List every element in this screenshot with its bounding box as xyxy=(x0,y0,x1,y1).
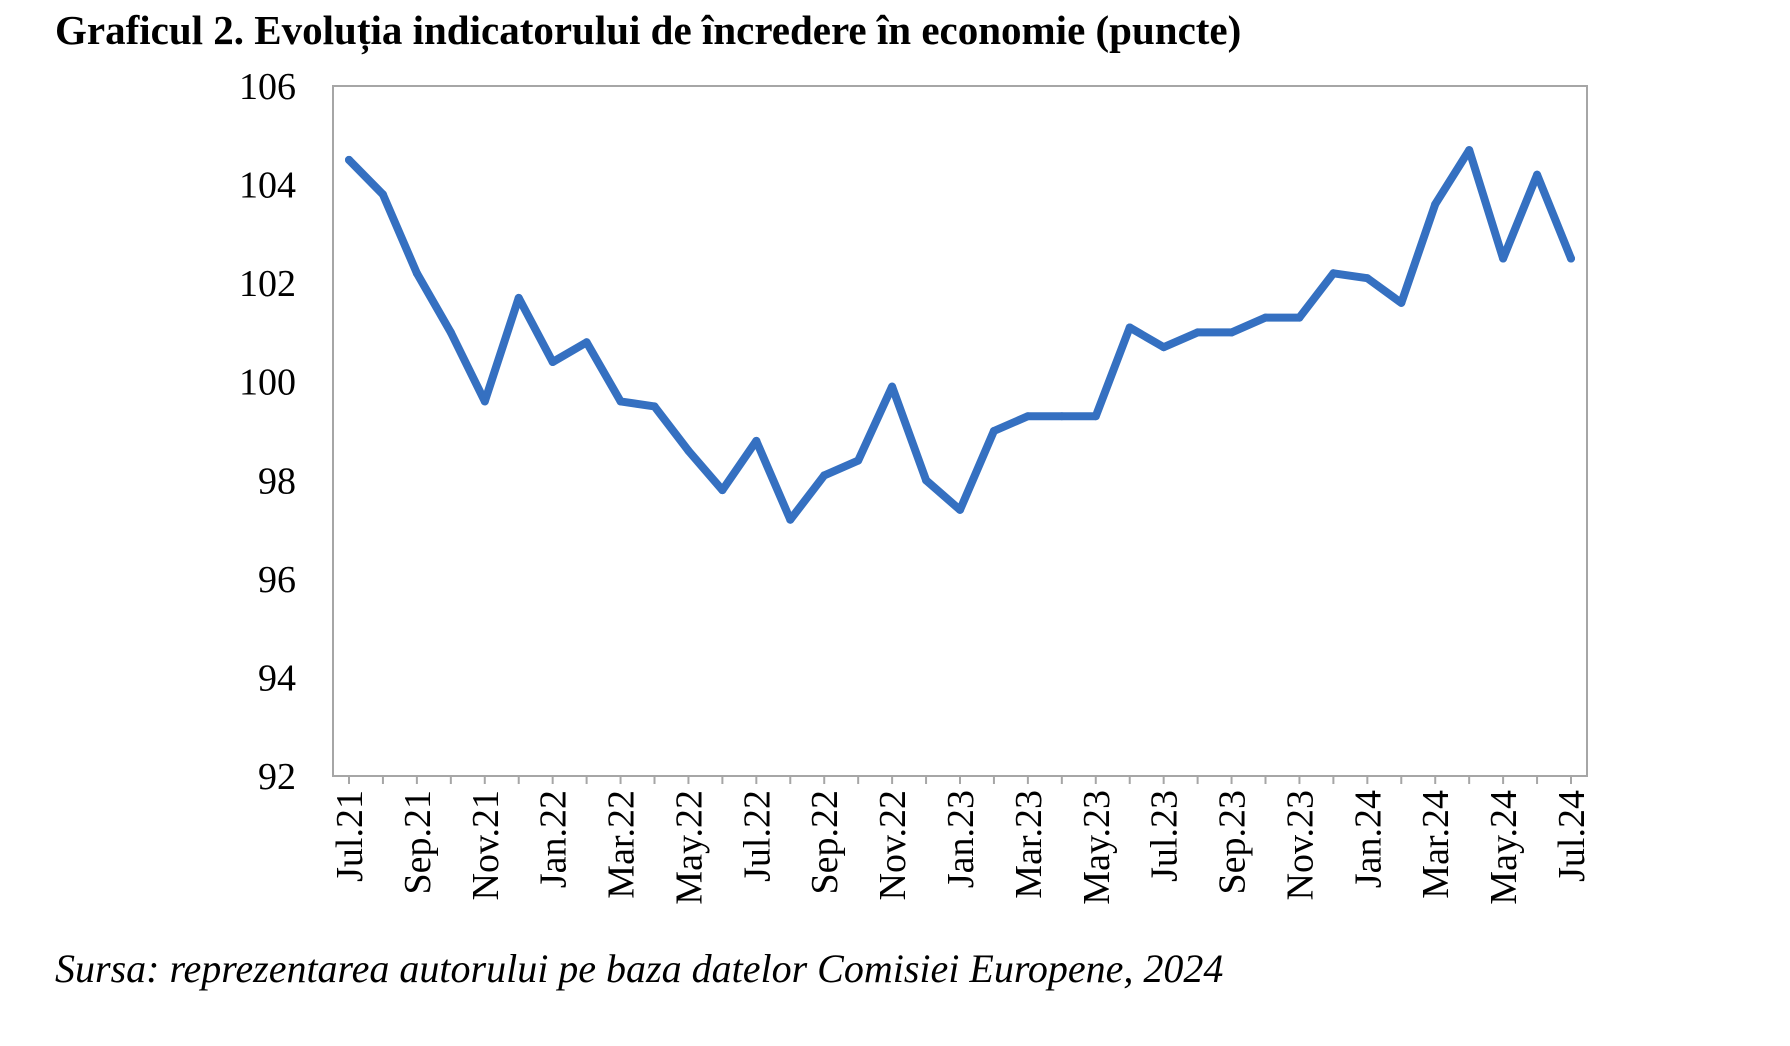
x-axis-ticks xyxy=(348,776,1572,784)
data-point xyxy=(1057,412,1066,421)
x-axis-tick-labels: Jul.21 Sep.21 Nov.21 Jan.22 Mar.22 May.22 Jul.… xyxy=(329,790,1593,905)
plot-area-border xyxy=(332,85,1588,777)
data-point xyxy=(956,505,964,514)
data-point xyxy=(412,269,421,278)
x-tick-label: Jul.21 xyxy=(329,790,371,882)
data-point xyxy=(1125,323,1134,332)
y-tick-label: 100 xyxy=(239,362,296,404)
x-tick-label: Nov.22 xyxy=(872,790,914,900)
data-point xyxy=(1397,298,1406,307)
data-point xyxy=(548,358,557,366)
y-tick-label: 106 xyxy=(239,66,296,108)
data-point xyxy=(989,427,998,435)
y-tick-label: 102 xyxy=(239,263,296,305)
y-axis-tick-labels: 92 94 96 98 100 102 104 106 xyxy=(239,66,296,798)
data-point xyxy=(718,486,727,495)
data-point xyxy=(1567,254,1575,263)
data-point xyxy=(1533,170,1542,179)
data-point xyxy=(1329,269,1338,278)
x-tick-label: May.24 xyxy=(1483,790,1525,905)
y-tick-label: 98 xyxy=(258,460,296,502)
x-tick-label: May.23 xyxy=(1076,790,1118,905)
data-point xyxy=(480,397,489,406)
series-line xyxy=(345,146,1575,524)
data-point xyxy=(446,328,455,337)
data-point xyxy=(820,471,829,480)
x-tick-label: Mar.23 xyxy=(1008,790,1050,899)
x-tick-label: Jan.23 xyxy=(940,790,982,888)
x-tick-label: Sep.23 xyxy=(1212,790,1254,895)
data-point xyxy=(616,397,625,406)
x-tick-label: Jul.22 xyxy=(736,790,778,882)
data-point xyxy=(854,456,863,465)
data-point xyxy=(378,190,387,199)
data-point xyxy=(345,155,353,164)
chart-title: Graficul 2. Evoluția indicatorului de în… xyxy=(55,7,1242,53)
x-tick-label: Sep.21 xyxy=(397,790,439,895)
y-tick-label: 94 xyxy=(258,657,296,699)
x-tick-label: Nov.23 xyxy=(1279,790,1321,900)
data-point xyxy=(1091,412,1100,421)
data-point xyxy=(1295,313,1304,322)
y-tick-label: 92 xyxy=(258,756,296,798)
data-point xyxy=(582,338,591,347)
x-tick-label: Jan.22 xyxy=(533,790,575,888)
x-tick-label: Jul.23 xyxy=(1144,790,1186,882)
x-tick-label: Mar.22 xyxy=(601,790,643,899)
data-point xyxy=(922,476,931,485)
data-point xyxy=(752,436,761,445)
x-tick-label: Jul.24 xyxy=(1551,790,1593,882)
data-point xyxy=(684,446,693,455)
x-tick-label: Nov.21 xyxy=(465,790,507,900)
data-point xyxy=(1261,313,1270,322)
data-point xyxy=(650,402,659,411)
data-point xyxy=(1431,200,1440,209)
data-point xyxy=(1499,254,1508,263)
data-point xyxy=(1227,328,1236,337)
x-tick-label: Mar.24 xyxy=(1415,790,1457,899)
data-point xyxy=(1159,343,1168,352)
y-tick-label: 104 xyxy=(239,165,296,207)
data-point xyxy=(514,293,523,302)
data-point xyxy=(786,515,795,524)
x-tick-label: Sep.22 xyxy=(804,790,846,895)
data-point xyxy=(888,382,897,391)
x-tick-label: May.22 xyxy=(668,790,710,905)
y-tick-label: 96 xyxy=(258,559,296,601)
data-point xyxy=(1193,328,1202,337)
x-tick-label: Jan.24 xyxy=(1347,790,1389,888)
series-group xyxy=(345,146,1575,524)
chart-source-note: Sursa: reprezentarea autorului pe baza d… xyxy=(55,946,1224,991)
data-point xyxy=(1023,412,1032,421)
data-point xyxy=(1465,146,1474,155)
data-point xyxy=(1363,274,1372,283)
